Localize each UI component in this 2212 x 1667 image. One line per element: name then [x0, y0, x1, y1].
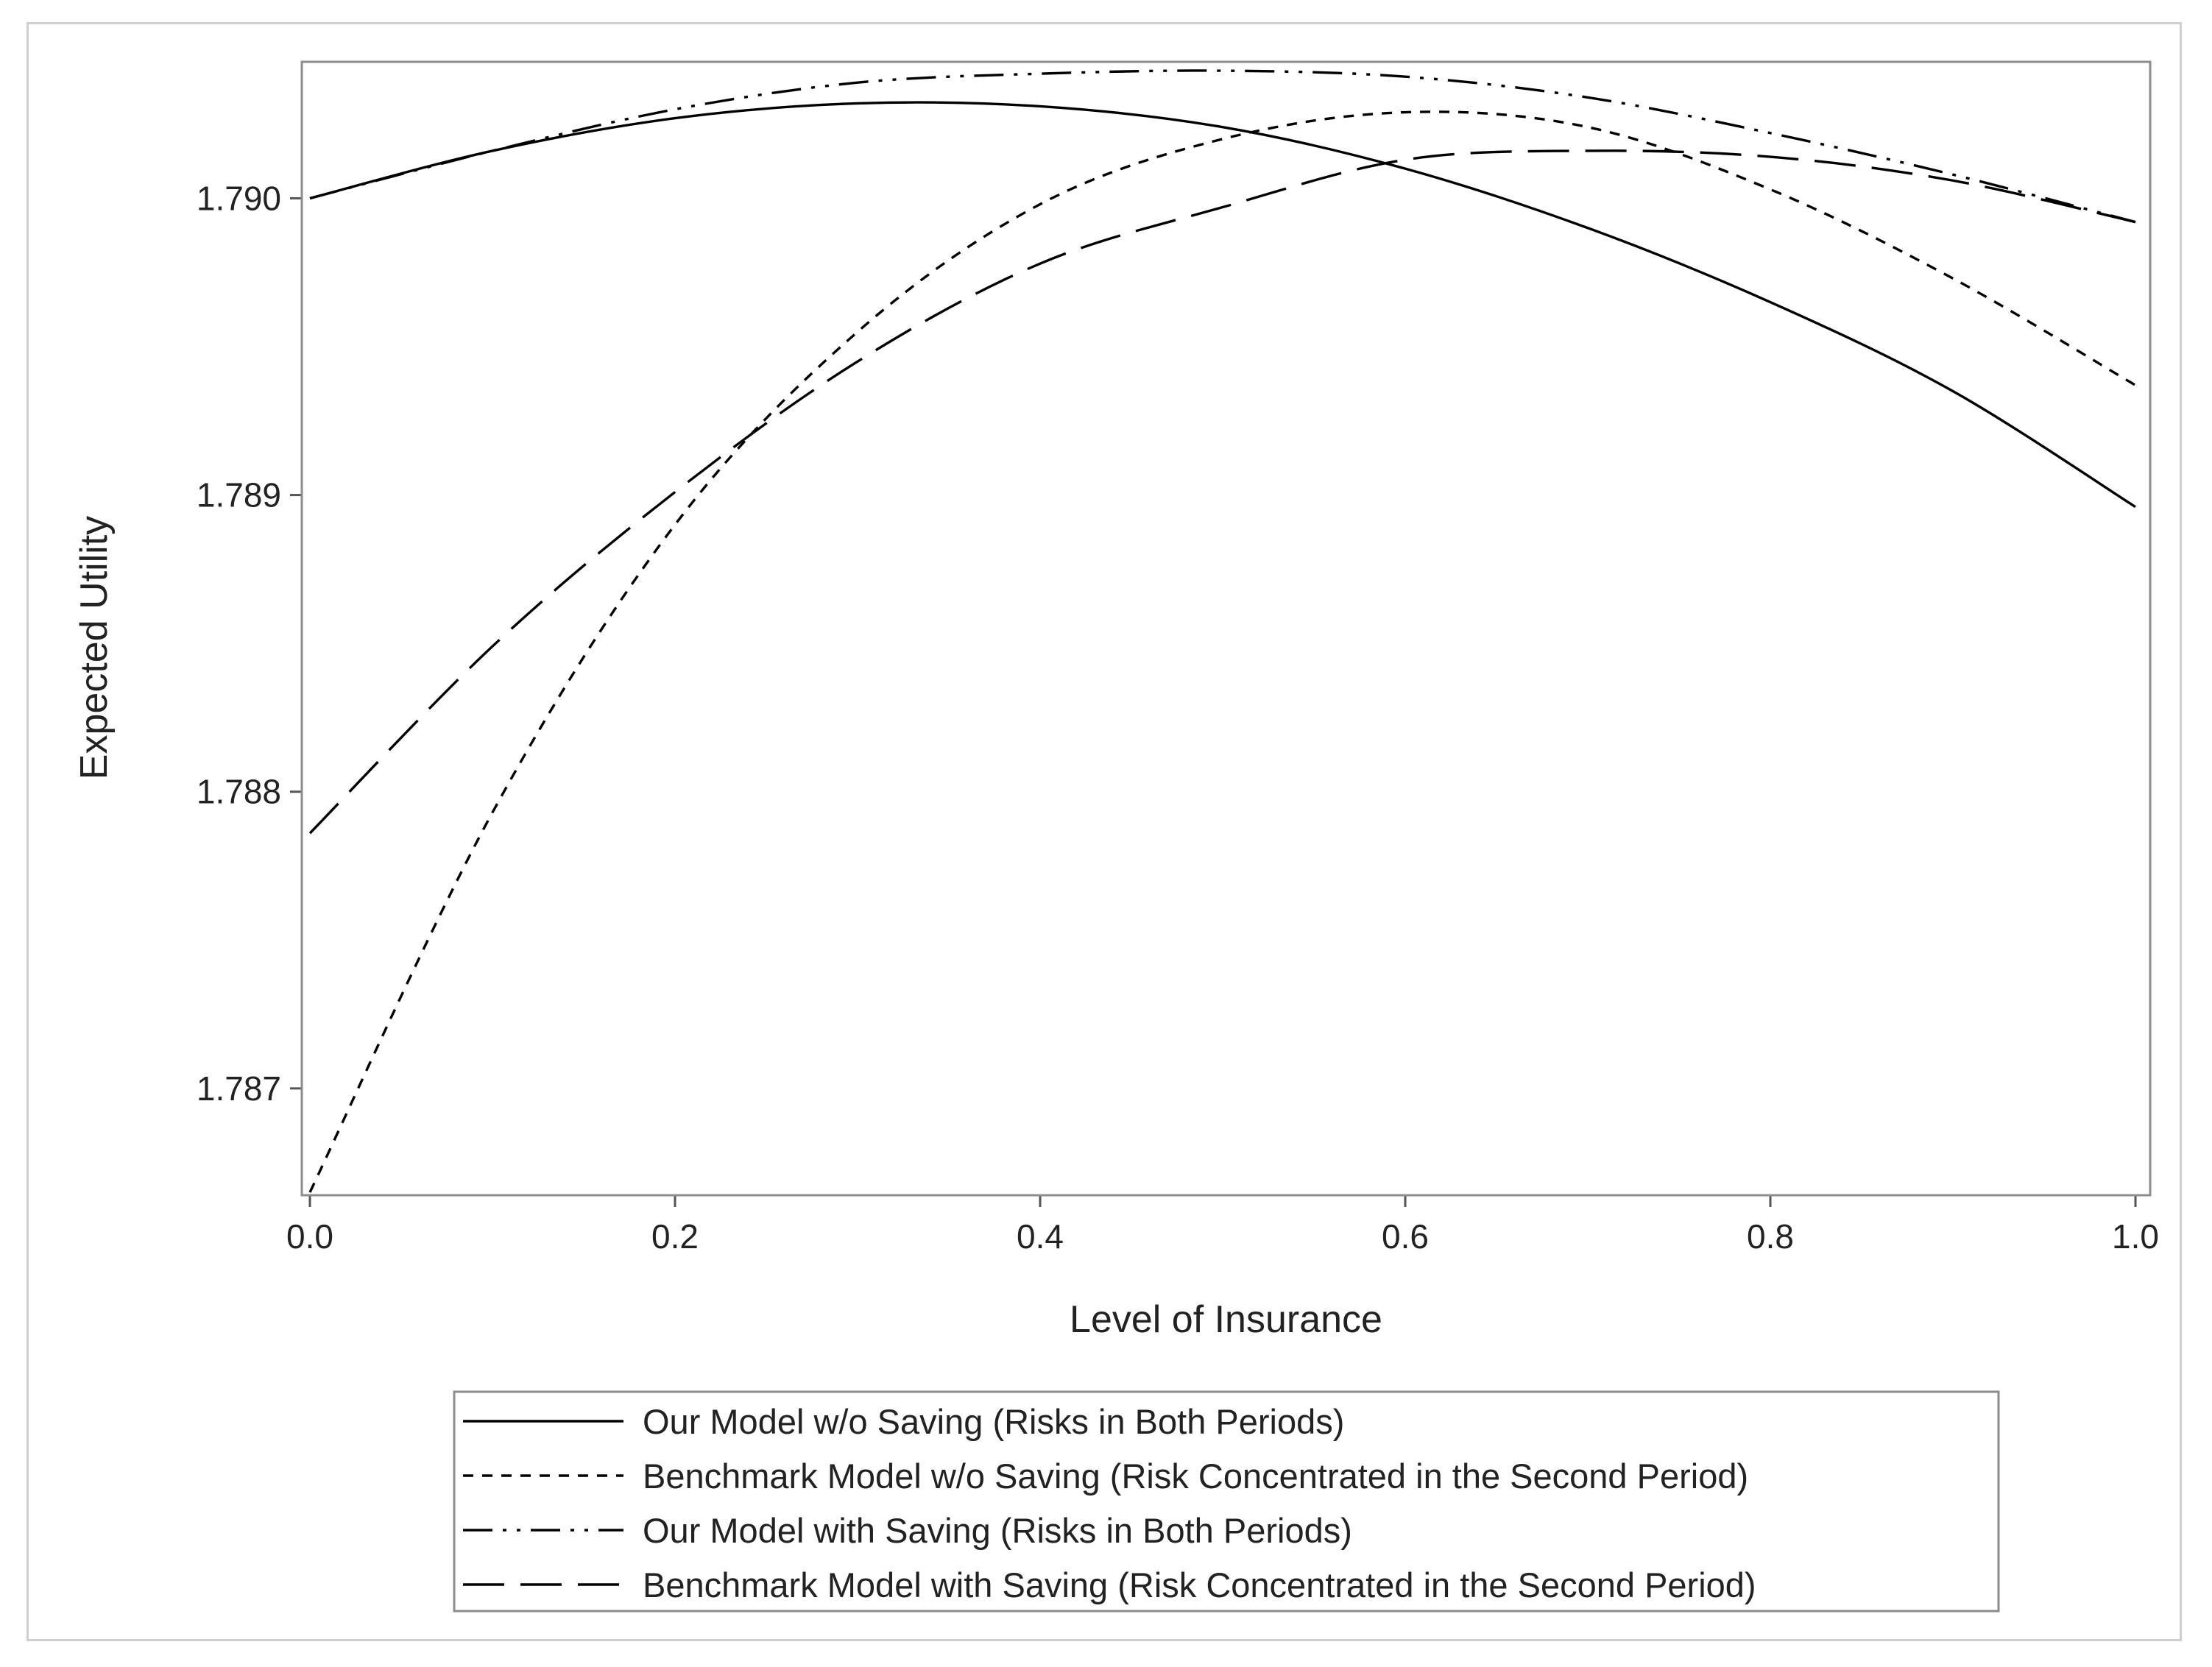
- y-tick-label: 1.788: [197, 773, 281, 811]
- series-line-1: [309, 101, 2136, 509]
- legend-label-1: Our Model w/o Saving (Risks in Both Peri…: [643, 1402, 1344, 1441]
- line-chart: 0.0 0.2 0.4 0.6 0.8 1.0 1.7871.7881.7891.790 …: [29, 24, 2180, 1639]
- plot-area-border: [300, 60, 2152, 1197]
- legend-label-4: Benchmark Model with Saving (Risk Concen…: [643, 1565, 1756, 1604]
- y-axis-title: Expected Utility: [73, 516, 116, 779]
- x-axis-title: Level of Insurance: [1070, 1298, 1382, 1341]
- y-tick-label: 1.789: [197, 476, 281, 514]
- series-lines: [308, 69, 2136, 1193]
- y-tick-label: 1.790: [197, 179, 281, 217]
- series-line-3: [309, 69, 2136, 224]
- y-tick-label: 1.787: [197, 1069, 281, 1108]
- chart-background: [29, 24, 2180, 1639]
- x-tick-label: 0.4: [1017, 1217, 1064, 1256]
- plot-layer: [308, 69, 2136, 1193]
- legend: Our Model w/o Saving (Risks in Both Peri…: [453, 1390, 2000, 1613]
- x-tick-label: 0.2: [651, 1217, 699, 1256]
- x-tick-label: 0.8: [1747, 1217, 1794, 1256]
- series-line-2: [308, 110, 2136, 1193]
- x-tick-label: 0.0: [286, 1217, 333, 1256]
- legend-label-3: Our Model with Saving (Risks in Both Per…: [643, 1511, 1352, 1550]
- figure-frame: 0.0 0.2 0.4 0.6 0.8 1.0 1.787 1.788 1.789 1.790 …: [26, 22, 2182, 1641]
- legend-label-2: Benchmark Model w/o Saving (Risk Concent…: [643, 1457, 1748, 1496]
- x-axis-ticks: 0.0 0.2 0.4 0.6 0.8 1.0: [286, 1195, 2159, 1256]
- x-tick-label: 1.0: [2112, 1217, 2159, 1256]
- legend-box: [453, 1390, 2000, 1613]
- x-tick-label: 0.6: [1382, 1217, 1429, 1256]
- y-axis-ticks: 1.787 1.788 1.789 1.790: [197, 179, 302, 1108]
